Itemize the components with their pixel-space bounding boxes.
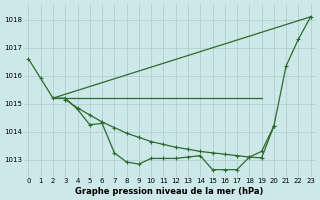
X-axis label: Graphe pression niveau de la mer (hPa): Graphe pression niveau de la mer (hPa) [76,187,264,196]
